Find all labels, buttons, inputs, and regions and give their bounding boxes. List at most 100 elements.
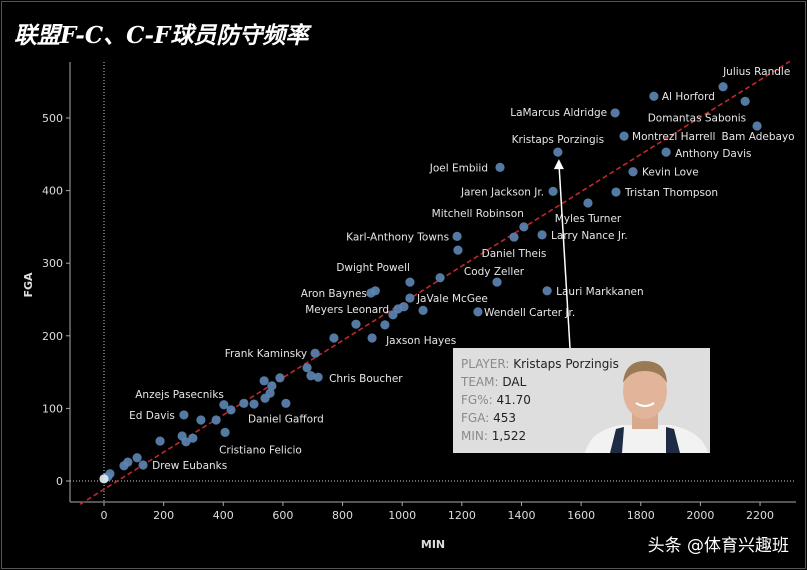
data-point[interactable] [220,427,230,437]
data-point[interactable] [542,286,552,296]
data-point[interactable] [405,277,415,287]
point-label: JaVale McGee [416,293,488,305]
point-label: Larry Nance Jr. [551,230,628,242]
x-axis-title: MIN [421,538,445,551]
data-point[interactable] [537,230,547,240]
point-label: Cody Zeller [464,266,525,278]
x-tick-label: 200 [153,509,174,522]
data-point[interactable] [179,410,189,420]
data-point[interactable] [553,147,563,157]
data-point[interactable] [351,319,361,329]
x-tick-label: 800 [332,509,353,522]
data-point[interactable] [519,222,529,232]
data-point[interactable] [267,381,277,391]
x-tick-label: 2200 [746,509,774,522]
data-point[interactable] [583,198,593,208]
tooltip-row-fgpct: FG%: 41.70 [461,393,531,407]
data-point[interactable] [196,415,206,425]
point-label: Daniel Theis [482,248,547,260]
data-point[interactable] [219,400,229,410]
data-point[interactable] [628,167,638,177]
point-label: Kevin Love [642,167,699,179]
point-label: Myles Turner [555,213,622,225]
data-point[interactable] [226,405,236,415]
data-point[interactable] [610,108,620,118]
data-point[interactable] [329,333,339,343]
data-point[interactable] [239,398,249,408]
data-point[interactable] [259,376,269,386]
data-point[interactable] [435,273,445,283]
data-point[interactable] [740,96,750,106]
y-tick-label: 300 [42,257,63,270]
point-label: Aron Baynes [301,288,367,300]
data-point[interactable] [418,305,428,315]
data-point[interactable] [310,348,320,358]
data-point[interactable] [313,372,323,382]
data-point[interactable] [388,310,398,320]
data-point[interactable] [302,363,312,373]
data-point[interactable] [492,277,502,287]
data-point[interactable] [211,415,221,425]
data-point[interactable] [99,474,109,484]
data-point[interactable] [380,320,390,330]
data-point[interactable] [181,437,191,447]
data-point[interactable] [453,245,463,255]
data-point[interactable] [306,371,316,381]
y-axis-title: FGA [22,272,35,298]
data-point[interactable] [611,187,621,197]
point-label: Joel Embiid [429,162,488,174]
data-point[interactable] [155,436,165,446]
data-point[interactable] [495,162,505,172]
data-point[interactable] [367,333,377,343]
point-label: Meyers Leonard [305,304,389,316]
data-point[interactable] [105,469,115,479]
x-tick-label: 600 [272,509,293,522]
x-tick-label: 400 [213,509,234,522]
data-point[interactable] [405,293,415,303]
point-label: LaMarcus Aldridge [510,107,607,119]
data-point[interactable] [188,433,198,443]
data-point[interactable] [275,373,285,383]
data-point[interactable] [132,453,142,463]
data-point[interactable] [718,82,728,92]
point-label: Anthony Davis [675,148,751,160]
data-point[interactable] [399,302,409,312]
data-point[interactable] [138,460,148,470]
point-label: Dwight Powell [336,262,410,274]
tooltip-value: DAL [502,375,527,389]
data-point[interactable] [281,398,291,408]
point-label: Frank Kaminsky [225,348,307,360]
point-label: Jaren Jackson Jr. [460,186,544,198]
data-point[interactable] [548,186,558,196]
data-point[interactable] [473,307,483,317]
point-label: Chris Boucher [329,373,403,385]
data-point[interactable] [260,393,270,403]
point-label: Daniel Gafford [248,413,324,425]
y-tick-label: 400 [42,185,63,198]
player-photo [585,361,708,453]
point-label: Mitchell Robinson [432,208,524,220]
point-label: Anzejs Pasecniks [135,389,224,401]
point-label: Drew Eubanks [152,460,227,472]
tooltip-value: 1,522 [491,429,527,443]
player-tooltip: PLAYER: Kristaps Porzingis TEAM: DAL FG%… [453,348,710,453]
point-label: Al Horford [662,91,715,103]
data-point[interactable] [452,231,462,241]
data-point[interactable] [370,286,380,296]
x-tick-label: 1000 [388,509,416,522]
tooltip-key: TEAM: [461,375,499,389]
tooltip-row-team: TEAM: DAL [461,375,526,389]
tooltip-key: FG%: [461,393,493,407]
data-point[interactable] [509,232,519,242]
point-label: Cristiano Felicio [219,444,302,456]
data-point[interactable] [619,131,629,141]
point-label: Julius Randle [722,66,790,78]
x-tick-label: 2000 [686,509,714,522]
data-point[interactable] [649,91,659,101]
data-point[interactable] [661,147,671,157]
point-label: Jaxson Hayes [385,335,456,347]
data-point[interactable] [752,121,762,131]
watermark: 头条 @体育兴趣班 [647,536,789,556]
data-point[interactable] [123,457,133,467]
data-point[interactable] [249,399,259,409]
